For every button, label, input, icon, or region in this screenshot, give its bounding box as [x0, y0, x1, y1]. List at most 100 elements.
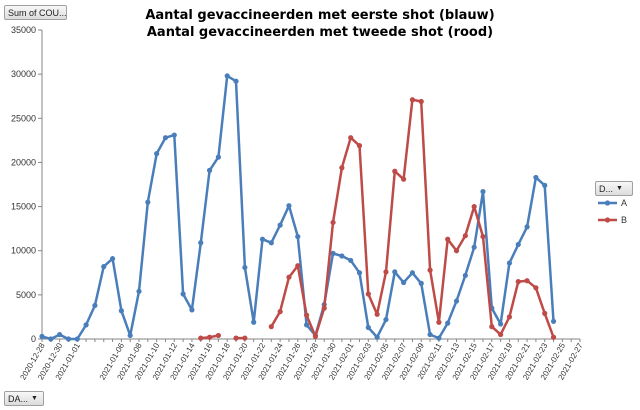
- series-A-point: [462, 272, 468, 279]
- axis-field-button[interactable]: DA... ▼: [4, 391, 44, 406]
- series-A-point: [524, 224, 530, 230]
- series-A-point: [259, 236, 266, 242]
- chart-subtitle: Aantal gevaccineerden met tweede shot (r…: [146, 25, 494, 40]
- y-tick-label: 30000: [11, 69, 36, 79]
- series-B-point: [445, 236, 451, 242]
- series-A-point: [268, 240, 274, 246]
- legend-label-B: B: [621, 215, 627, 225]
- series-B-point: [436, 319, 442, 325]
- series-A-point: [65, 336, 72, 342]
- series-A-point: [242, 264, 248, 271]
- series-A-point: [57, 331, 63, 338]
- series-B-point: [462, 233, 468, 239]
- y-tick-label: 15000: [11, 202, 36, 212]
- series-B-point: [348, 135, 354, 141]
- series-A-point: [303, 322, 310, 328]
- series-A-point: [48, 336, 54, 342]
- y-tick-label: 25000: [11, 113, 36, 123]
- series-B-point: [550, 334, 557, 340]
- series-B-point: [233, 335, 239, 341]
- series-A-point: [401, 279, 407, 286]
- series-A-point: [286, 203, 292, 209]
- series-A-point: [506, 260, 513, 266]
- legend-marker-A: [604, 200, 611, 206]
- series-A-point: [118, 308, 124, 314]
- series-B-point: [480, 233, 486, 240]
- y-tick-label: 5000: [16, 290, 36, 300]
- series-A-point: [348, 257, 354, 264]
- series-B-point: [498, 331, 504, 338]
- series-A-point: [198, 240, 204, 246]
- y-tick-label: 10000: [11, 246, 36, 256]
- series-A-point: [453, 298, 460, 304]
- series-A-point: [101, 264, 107, 270]
- series-A-point: [533, 174, 539, 181]
- series-A-point: [206, 167, 213, 173]
- series-A-point: [224, 73, 230, 79]
- series-B-point: [392, 168, 398, 174]
- series-A-point: [550, 318, 557, 324]
- series-B-point: [330, 219, 336, 226]
- series-B-point: [339, 165, 345, 171]
- series-B-point: [206, 334, 213, 340]
- series-B-point: [533, 285, 539, 291]
- series-B-point: [506, 314, 513, 320]
- series-A-point: [233, 78, 239, 84]
- series-A-point: [127, 332, 133, 339]
- series-B-point: [286, 274, 292, 280]
- series-A-point: [445, 320, 451, 326]
- y-tick-label: 35000: [11, 25, 36, 35]
- series-B-point: [321, 305, 327, 311]
- series-B-point: [365, 291, 371, 297]
- series-A-point: [356, 270, 363, 276]
- series-A-point: [92, 302, 98, 309]
- series-A-point: [339, 253, 345, 259]
- series-B-point: [427, 267, 433, 273]
- series-A-point: [365, 324, 371, 331]
- values-field-label: Sum of COU...: [8, 7, 67, 18]
- series-B-point: [356, 143, 363, 149]
- series-B-point: [401, 176, 407, 182]
- series-B-point: [312, 333, 319, 339]
- series-A-point: [171, 132, 177, 138]
- legend-field-button[interactable]: D... ▼: [595, 181, 633, 196]
- series-B-point: [409, 97, 416, 103]
- series-A-point: [189, 307, 195, 313]
- series-A-point: [154, 151, 160, 157]
- series-A-point: [277, 222, 283, 228]
- chart-title: Aantal gevaccineerden met eerste shot (b…: [145, 8, 495, 23]
- series-A-line: [41, 74, 555, 341]
- series-B-point: [515, 279, 521, 285]
- series-A-point: [392, 269, 398, 275]
- series-B-point: [303, 312, 310, 318]
- series-A-point: [145, 199, 151, 205]
- series-A-point: [136, 288, 142, 294]
- series-A-point: [409, 270, 416, 276]
- series-A-point: [251, 319, 257, 325]
- series-A-point: [471, 244, 477, 250]
- series-A-point: [436, 335, 442, 341]
- legend-field-label: D...: [599, 183, 614, 194]
- series-B-point: [542, 310, 548, 316]
- series-A-point: [39, 333, 45, 339]
- values-field-button[interactable]: Sum of COU...: [4, 5, 67, 20]
- series-A-point: [374, 334, 380, 340]
- y-tick-label: 20000: [11, 157, 36, 167]
- legend-label-A: A: [621, 198, 627, 208]
- series-A-point: [498, 321, 504, 327]
- series-B-point: [471, 203, 477, 210]
- y-tick-label: 0: [31, 334, 36, 344]
- series-B-point: [374, 311, 380, 317]
- dropdown-arrow-icon: ▼: [31, 395, 38, 402]
- series-A-point: [109, 256, 116, 262]
- series-B-point: [268, 324, 274, 330]
- series-B-point: [489, 324, 495, 330]
- series-A-point: [383, 316, 389, 323]
- series-A-point: [83, 322, 89, 328]
- series-B-line: [270, 98, 555, 338]
- series-B-point: [242, 335, 248, 341]
- series-B-point: [198, 335, 204, 341]
- series-A-point: [515, 241, 521, 248]
- dropdown-arrow-icon: ▼: [616, 185, 623, 192]
